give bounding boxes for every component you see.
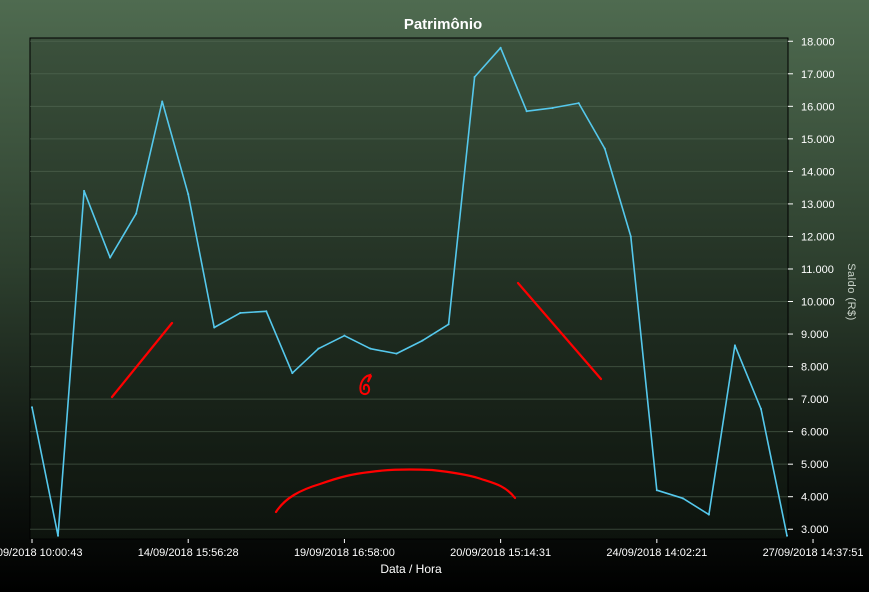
data-point	[395, 352, 398, 355]
data-point	[655, 489, 658, 492]
y-tick-label: 3.000	[801, 524, 829, 536]
hand-drawn-annotations	[110, 281, 603, 514]
y-tick-label: 7.000	[801, 394, 829, 406]
data-point	[499, 46, 502, 49]
x-tick-label: 10/09/2018 10:00:43	[0, 547, 82, 559]
annotation-scribble	[359, 373, 372, 396]
y-axis-title: Saldo (R$)	[845, 263, 857, 321]
data-point	[161, 100, 164, 103]
data-point	[707, 513, 710, 516]
x-tick-label: 19/09/2018 16:58:00	[294, 547, 395, 559]
y-tick-label: 17.000	[801, 69, 835, 81]
y-tick-label: 6.000	[801, 427, 829, 439]
annotation-frown-arc	[274, 468, 517, 514]
y-tick-label: 13.000	[801, 199, 835, 211]
data-point	[265, 310, 268, 313]
data-point	[369, 347, 372, 350]
plot-area	[29, 37, 789, 540]
data-point	[421, 339, 424, 342]
x-tick-label: 24/09/2018 14:02:21	[606, 547, 707, 559]
series-line	[31, 46, 788, 537]
x-tick-label: 20/09/2018 15:14:31	[450, 547, 551, 559]
data-point	[31, 406, 33, 409]
y-tick-label: 4.000	[801, 492, 829, 504]
data-point	[733, 344, 736, 347]
data-point	[187, 193, 190, 196]
gridlines	[30, 40, 788, 530]
data-point	[551, 106, 554, 109]
data-point	[57, 534, 60, 537]
y-tick-label: 14.000	[801, 166, 835, 178]
chart-title: Patrimônio	[404, 16, 482, 33]
data-point	[603, 147, 606, 150]
y-tick-label: 16.000	[801, 101, 835, 113]
y-axis: 3.000 4.000 5.000 6.000 7.000 8.000 9.000 10.00…	[788, 36, 835, 536]
data-point	[681, 497, 684, 500]
data-point	[135, 212, 138, 215]
y-tick-label: 5.000	[801, 459, 829, 471]
y-tick-label: 8.000	[801, 362, 829, 374]
y-tick-label: 12.000	[801, 231, 835, 243]
x-tick-label: 27/09/2018 14:37:51	[763, 547, 864, 559]
annotation-stroke-falling	[516, 281, 603, 381]
data-point	[343, 334, 346, 337]
y-tick-label: 9.000	[801, 329, 829, 341]
data-point	[786, 534, 788, 537]
y-tick-label: 10.000	[801, 297, 835, 309]
data-point	[473, 76, 476, 79]
x-tick-label: 14/09/2018 15:56:28	[138, 547, 239, 559]
y-tick-label: 15.000	[801, 134, 835, 146]
data-point	[83, 189, 86, 192]
data-point	[317, 347, 320, 350]
annotation-stroke-rising	[110, 321, 174, 399]
data-point	[577, 102, 580, 105]
y-tick-label: 18.000	[801, 36, 835, 48]
x-axis: 10/09/2018 10:00:43 14/09/2018 15:56:28 19…	[0, 539, 864, 559]
data-point	[525, 110, 528, 113]
plot-frame	[29, 37, 789, 540]
data-point	[447, 323, 450, 326]
data-point	[759, 407, 762, 410]
y-tick-label: 11.000	[801, 264, 834, 276]
data-point	[629, 235, 632, 238]
data-point	[291, 372, 294, 375]
series-layer	[31, 46, 788, 537]
data-point	[213, 326, 216, 329]
x-axis-title: Data / Hora	[380, 562, 442, 576]
data-point	[109, 256, 112, 259]
data-point	[239, 311, 242, 314]
plot-background	[30, 38, 788, 539]
